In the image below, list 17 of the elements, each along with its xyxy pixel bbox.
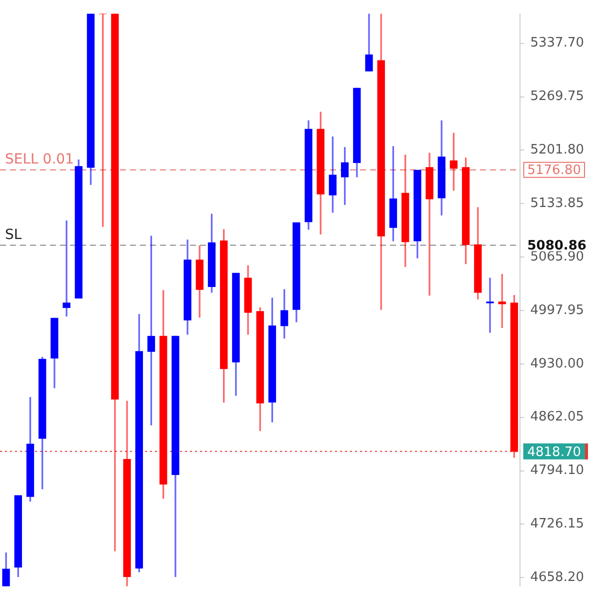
candlestick — [426, 152, 434, 296]
y-tick-label: 4658.20 — [530, 570, 584, 586]
text: 4818.70 — [527, 444, 582, 460]
y-tick-label: 4862.05 — [530, 410, 584, 425]
y-tick-label: 4726.15 — [530, 516, 584, 532]
ref-line-label: SL — [5, 226, 22, 243]
y-tick-label: 5269.75 — [530, 89, 584, 104]
y-tick-label: 4794.10 — [530, 463, 584, 478]
text: 5176.80 — [527, 163, 582, 178]
y-tick-label: 4930.00 — [530, 356, 584, 372]
candlestick — [486, 278, 494, 333]
ref-line-label: SELL 0.01 — [5, 152, 74, 168]
y-tick-label: 5201.80 — [530, 142, 584, 158]
y-tick-label: 4997.95 — [530, 302, 584, 318]
y-tick-label: 5337.70 — [530, 36, 584, 51]
candlestick — [62, 220, 70, 317]
y-tick-label: 5133.85 — [530, 196, 584, 212]
